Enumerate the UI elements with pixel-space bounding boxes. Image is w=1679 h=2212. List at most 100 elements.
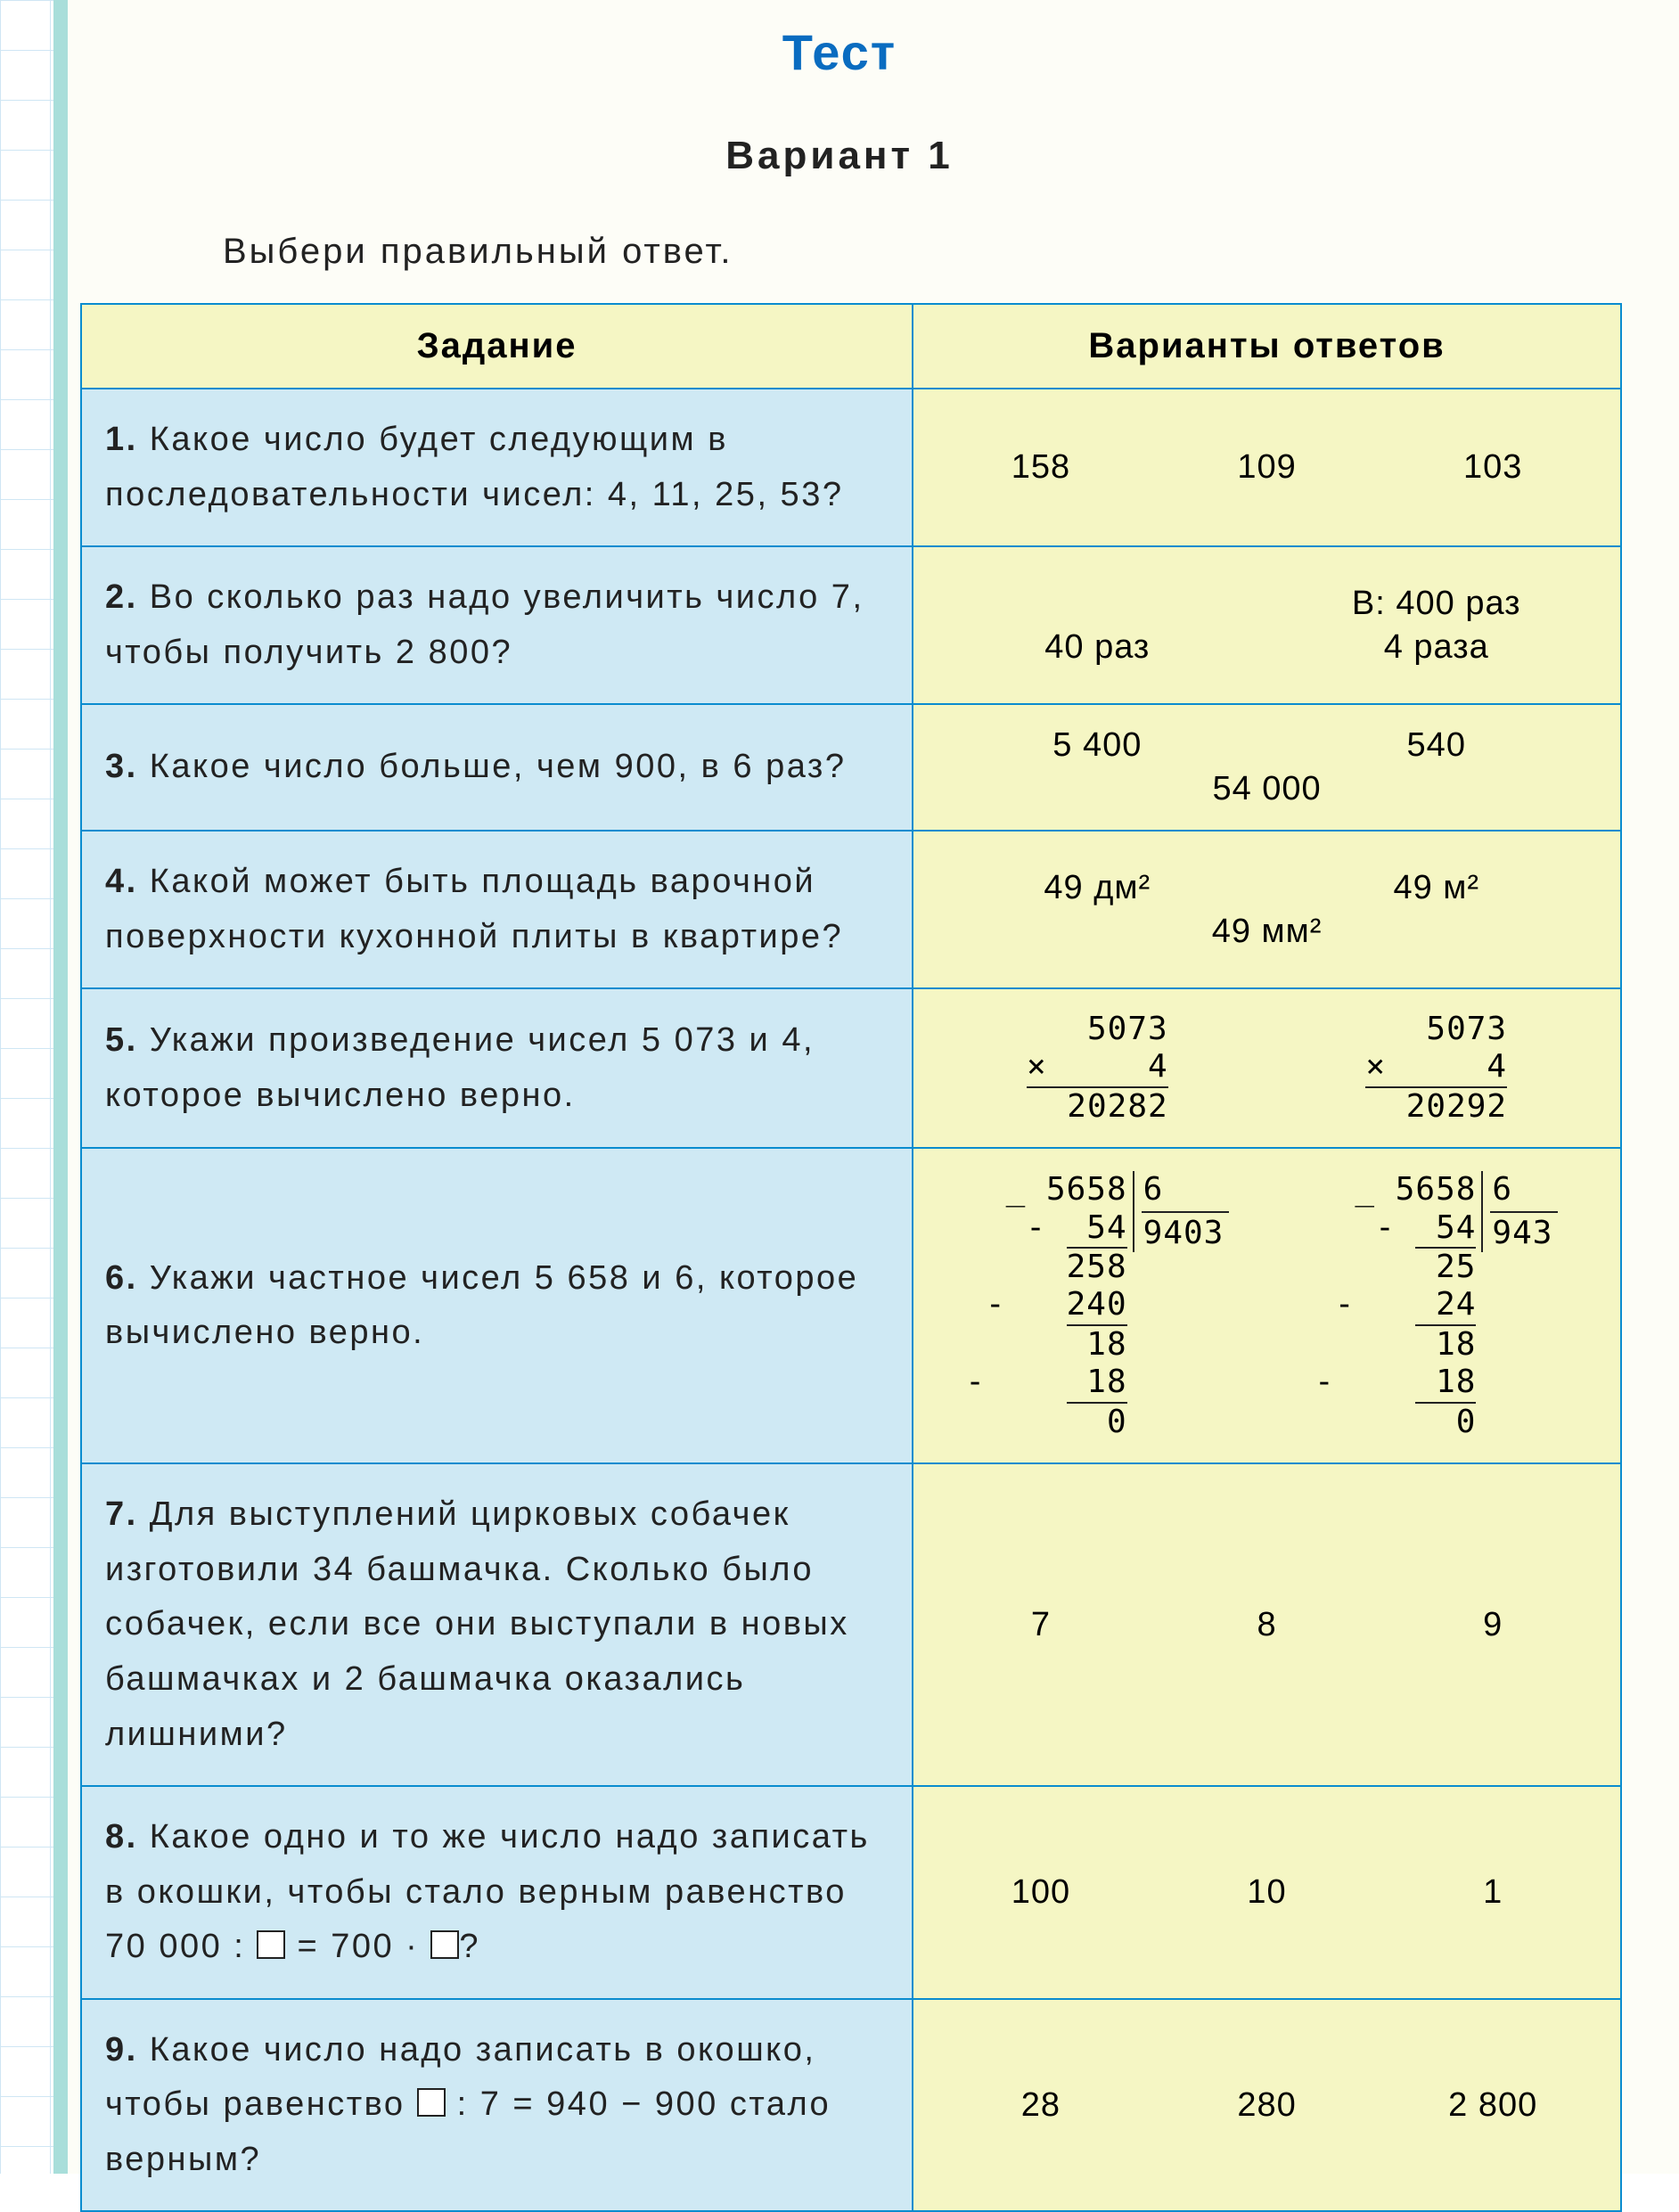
answer-cell: 158109103 [913, 389, 1621, 546]
answer-row: 5073 × 4 20282 5073 × 4 20292 [928, 1011, 1606, 1126]
task-text: Какое число будет следующим в последоват… [105, 421, 843, 513]
answer-option[interactable]: 10 [1154, 1873, 1380, 1912]
page-title: Тест [0, 23, 1679, 81]
answer-option[interactable]: 8 [1154, 1606, 1380, 1644]
table-row: 7. Для выступлений цирковых собачек изго… [81, 1463, 1621, 1786]
answer-row: 54 000 [928, 770, 1606, 808]
answer-cell: 5 400 540 54 000 [913, 704, 1621, 831]
answer-option[interactable]: 158 [928, 448, 1154, 487]
answer-option[interactable]: В: 400 раз [1284, 585, 1589, 623]
answer-cell: В: 400 раз 40 раз 4 раза [913, 546, 1621, 704]
table-row: 4. Какой может быть площадь варочной пов… [81, 831, 1621, 988]
answer-option[interactable]: 540 [1284, 726, 1589, 765]
answer-option[interactable]: 49 дм² [945, 869, 1249, 907]
answer-row: 789 [928, 1606, 1606, 1644]
variant-label: Вариант 1 [0, 134, 1679, 178]
task-number: 4. [105, 863, 138, 900]
task-number: 2. [105, 578, 138, 616]
task-cell: 1. Какое число будет следующим в последо… [81, 389, 913, 546]
task-cell: 9. Какое число надо записать в окошко, ч… [81, 1999, 913, 2212]
task-number: 6. [105, 1259, 138, 1297]
task-cell: 6. Укажи частное чисел 5 658 и 6, которо… [81, 1148, 913, 1463]
task-text: Какое число больше, чем 900, в 6 раз? [150, 748, 847, 785]
answer-option[interactable]: 2 800 [1380, 2086, 1606, 2125]
page-left-edge [53, 0, 68, 2174]
divisor: 6 [1490, 1171, 1558, 1212]
task-number: 8. [105, 1818, 138, 1856]
answer-option[interactable]: 103 [1380, 448, 1606, 487]
answer-row: 158109103 [928, 448, 1606, 487]
answer-row: 5 400 540 [928, 726, 1606, 765]
table-row: 5. Укажи произведение чисел 5 073 и 4, к… [81, 988, 1621, 1148]
answer-option[interactable]: 49 м² [1284, 869, 1589, 907]
task-number: 5. [105, 1021, 138, 1059]
answer-row: 100101 [928, 1873, 1606, 1912]
division-working: _ 5658‐ 54 258‐ 240 18‐ 18 069403 [965, 1171, 1229, 1441]
table-row: 2. Во сколько раз надо увеличить число 7… [81, 546, 1621, 704]
answer-cell: 49 дм² 49 м² 49 мм² [913, 831, 1621, 988]
task-number: 7. [105, 1495, 138, 1533]
multiplication-working[interactable]: 5073 × 4 20282 [1027, 1011, 1168, 1125]
task-text: Для выступлений цирковых собачек изготов… [105, 1495, 849, 1752]
task-cell: 8. Какое одно и то же число надо записат… [81, 1786, 913, 1999]
answer-option[interactable]: 5073 × 4 20292 [1284, 1011, 1589, 1126]
answer-cell: 100101 [913, 1786, 1621, 1999]
answer-option[interactable]: 28 [928, 2086, 1154, 2125]
answer-cell: 5073 × 4 20282 5073 × 4 20292 [913, 988, 1621, 1148]
task-text: Во сколько раз надо увеличить число 7, ч… [105, 578, 864, 671]
task-text: Какой может быть площадь варочной поверх… [105, 863, 843, 955]
answer-cell: _ 5658‐ 54 258‐ 240 18‐ 18 069403 _ 5658‐… [913, 1148, 1621, 1463]
table-row: 6. Укажи частное чисел 5 658 и 6, которо… [81, 1148, 1621, 1463]
task-cell: 5. Укажи произведение чисел 5 073 и 4, к… [81, 988, 913, 1148]
answer-option[interactable]: _ 5658‐ 54 25‐ 24 18‐ 18 06943 [1284, 1170, 1589, 1441]
task-cell: 3. Какое число больше, чем 900, в 6 раз? [81, 704, 913, 831]
task-cell: 4. Какой может быть площадь варочной пов… [81, 831, 913, 988]
table-row: 9. Какое число надо записать в окошко, ч… [81, 1999, 1621, 2212]
divisor: 6 [1142, 1171, 1230, 1212]
task-text: Укажи частное чисел 5 658 и 6, которое в… [105, 1259, 858, 1352]
answer-option[interactable]: _ 5658‐ 54 258‐ 240 18‐ 18 069403 [945, 1170, 1249, 1441]
table-row: 1. Какое число будет следующим в последо… [81, 389, 1621, 546]
answer-row: 49 дм² 49 м² [928, 869, 1606, 907]
task-text: Какое одно и то же число надо записать в… [105, 1818, 870, 1965]
header-task: Задание [81, 304, 913, 389]
task-number: 9. [105, 2031, 138, 2069]
placeholder-box-icon [417, 2088, 446, 2117]
answer-row: 282802 800 [928, 2086, 1606, 2125]
task-text: Укажи произведение чисел 5 073 и 4, кото… [105, 1021, 815, 1114]
division-working: _ 5658‐ 54 25‐ 24 18‐ 18 06943 [1315, 1171, 1558, 1441]
task-cell: 7. Для выступлений цирковых собачек изго… [81, 1463, 913, 1786]
task-number: 1. [105, 421, 138, 458]
answer-option[interactable]: 109 [1154, 448, 1380, 487]
task-number: 3. [105, 748, 138, 785]
instruction-text: Выбери правильный ответ. [223, 232, 733, 272]
answer-row: 40 раз 4 раза [928, 628, 1606, 667]
answer-row: _ 5658‐ 54 258‐ 240 18‐ 18 069403 _ 5658‐… [928, 1170, 1606, 1441]
answer-option[interactable]: 9 [1380, 1606, 1606, 1644]
answer-option[interactable]: 40 раз [945, 628, 1249, 667]
answer-option[interactable]: 5 400 [945, 726, 1249, 765]
answer-option[interactable]: 100 [928, 1873, 1154, 1912]
answer-cell: 282802 800 [913, 1999, 1621, 2212]
table-row: 8. Какое одно и то же число надо записат… [81, 1786, 1621, 1999]
header-answers: Варианты ответов [913, 304, 1621, 389]
answer-option[interactable]: 280 [1154, 2086, 1380, 2125]
table-row: 3. Какое число больше, чем 900, в 6 раз?… [81, 704, 1621, 831]
answer-row: В: 400 раз [928, 585, 1606, 623]
answer-option[interactable]: 1 [1380, 1873, 1606, 1912]
answer-option[interactable]: 7 [928, 1606, 1154, 1644]
answer-option[interactable]: 4 раза [1284, 628, 1589, 667]
answer-option[interactable]: 5073 × 4 20282 [945, 1011, 1249, 1126]
answer-row: 49 мм² [928, 913, 1606, 951]
answer-option[interactable]: 49 мм² [928, 913, 1606, 951]
answer-option[interactable]: 54 000 [928, 770, 1606, 808]
placeholder-box-icon [257, 1930, 285, 1959]
quotient: 9403 [1142, 1213, 1230, 1252]
answer-cell: 789 [913, 1463, 1621, 1786]
quotient: 943 [1490, 1213, 1558, 1252]
task-text: Какое число надо записать в окошко, чтоб… [105, 2031, 831, 2178]
multiplication-working[interactable]: 5073 × 4 20292 [1365, 1011, 1507, 1125]
task-cell: 2. Во сколько раз надо увеличить число 7… [81, 546, 913, 704]
placeholder-box-icon [430, 1930, 459, 1959]
test-table: Задание Варианты ответов 1. Какое число … [80, 303, 1622, 2212]
